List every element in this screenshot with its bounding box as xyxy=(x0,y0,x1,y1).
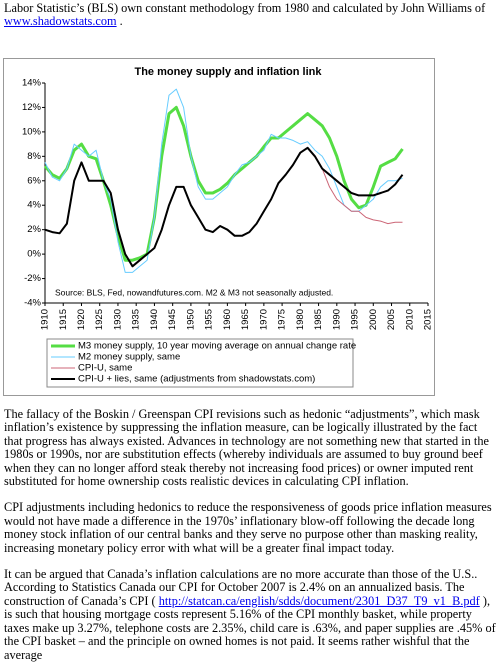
header-text: Labor Statistic’s (BLS) own constant met… xyxy=(4,1,486,15)
body-text: The fallacy of the Boskin / Greenspan CP… xyxy=(4,407,498,665)
x-tick-label: 2010 xyxy=(404,309,415,330)
header: Labor Statistic’s (BLS) own constant met… xyxy=(4,1,498,29)
paragraph-text: CPI adjustments including hedonics to re… xyxy=(4,500,492,555)
y-tick-label: 4% xyxy=(27,200,41,211)
y-tick-label: 14% xyxy=(22,78,42,89)
y-tick-label: 8% xyxy=(27,151,41,162)
y-tick-label: 0% xyxy=(27,249,41,260)
x-tick-label: 1910 xyxy=(40,309,51,330)
header-link[interactable]: www.shadowstats.com xyxy=(4,14,117,29)
x-tick-label: 1970 xyxy=(258,309,269,330)
paragraph-text: ), is such that housing mortgage costs r… xyxy=(4,593,496,662)
annotation: Source: BLS, Fed, nowandfutures.com. M2 … xyxy=(55,287,333,297)
series-line xyxy=(44,146,404,268)
chart: The money supply and inflation link -4% -… xyxy=(3,58,435,396)
paragraph-text: It can be argued that Canada’s inflation… xyxy=(4,567,478,608)
paragraph: CPI adjustments including hedonics to re… xyxy=(4,501,498,555)
x-tick-label: 1940 xyxy=(149,309,160,330)
x-tick-label: 1980 xyxy=(295,309,306,330)
legend-label: M2 money supply, same xyxy=(78,352,180,363)
header-after: . xyxy=(119,14,123,29)
x-tick-label: 2015 xyxy=(423,309,434,330)
paragraph-text: The fallacy of the Boskin / Greenspan CP… xyxy=(4,407,489,489)
x-tick-label: 1945 xyxy=(167,309,178,330)
y-tick-label: 12% xyxy=(22,102,42,113)
x-tick-label: 1990 xyxy=(331,309,342,330)
plot-area xyxy=(45,83,428,303)
y-tick-label: 10% xyxy=(22,126,42,137)
paragraph-link[interactable]: http://statcan.ca/english/sdds/document/… xyxy=(158,593,480,608)
x-tick-label: 1995 xyxy=(350,309,361,330)
legend-label: CPI-U, same xyxy=(78,363,132,374)
x-tick-label: 1915 xyxy=(58,309,69,330)
x-tick-label: 1925 xyxy=(94,309,105,330)
x-tick-label: 1955 xyxy=(204,309,215,330)
x-tick-label: 1975 xyxy=(277,309,288,330)
x-tick-label: 1985 xyxy=(313,309,324,330)
paragraph: It can be argued that Canada’s inflation… xyxy=(4,567,498,662)
x-tick-label: 2005 xyxy=(386,309,397,330)
y-tick-label: 6% xyxy=(27,175,41,186)
y-tick-label: -4% xyxy=(24,298,41,309)
x-tick-label: 2000 xyxy=(368,309,379,330)
x-tick-label: 1935 xyxy=(131,309,142,330)
x-tick-label: 1960 xyxy=(222,309,233,330)
x-tick-label: 1920 xyxy=(76,309,87,330)
x-tick-label: 1930 xyxy=(112,309,123,330)
x-tick-label: 1965 xyxy=(240,309,251,330)
legend-label: CPI-U + lies, same (adjustments from sha… xyxy=(78,374,315,385)
y-tick-label: -2% xyxy=(24,273,41,284)
y-tick-label: 2% xyxy=(27,224,41,235)
legend-label: M3 money supply, 10 year moving average … xyxy=(78,341,356,352)
paragraph: The fallacy of the Boskin / Greenspan CP… xyxy=(4,407,498,489)
series-line xyxy=(314,156,403,225)
chart-title: The money supply and inflation link xyxy=(134,66,322,78)
legend-box xyxy=(46,338,354,388)
x-tick-label: 1950 xyxy=(185,309,196,330)
